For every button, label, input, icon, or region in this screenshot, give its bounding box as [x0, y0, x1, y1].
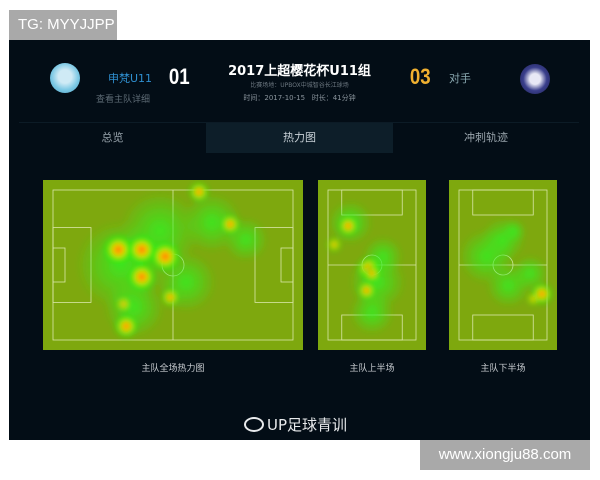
tab-heatmap[interactable]: 热力图: [206, 123, 393, 153]
penalty-box: [472, 189, 534, 216]
home-team-name[interactable]: 申梵U11: [108, 72, 153, 85]
overlay-tag: TG: MYYJJPP: [9, 10, 117, 40]
first-half-heatmap: [318, 180, 426, 350]
heat-spot: [350, 290, 394, 335]
away-team-name: 对手: [449, 72, 471, 85]
second-half-heatmap: [449, 180, 557, 350]
away-score: 03: [409, 64, 431, 89]
home-detail-link[interactable]: 查看主队详细: [96, 95, 151, 105]
match-time: 时间：2017-10-15 时长：41分钟: [243, 94, 356, 102]
heat-spot: [338, 215, 359, 236]
full-match-caption: 主队全场热力图: [141, 364, 205, 374]
heat-spot: [161, 288, 180, 307]
penalty-box: [472, 314, 534, 341]
heat-layer: [458, 217, 553, 308]
match-panel: 申梵U11 查看主队详细 01 2017上超樱花杯U11组 比赛场地：UPBOX…: [9, 40, 590, 440]
second-half-caption: 主队下半场: [480, 364, 526, 374]
dragon-crest-icon: [520, 64, 550, 94]
goal-area: [280, 247, 294, 283]
full-match-heatmap: [43, 180, 303, 350]
heat-spot: [220, 214, 241, 235]
first-half-caption: 主队上半场: [349, 364, 395, 374]
heat-spot: [116, 297, 131, 312]
team-crest-icon[interactable]: [50, 63, 80, 93]
match-venue: 比赛场地：UPBOX中城智谷长江球场: [250, 82, 349, 89]
heat-spot: [149, 240, 182, 273]
heat-spot: [364, 265, 380, 282]
tab-overview[interactable]: 总览: [101, 131, 124, 144]
brand-name: UP足球青训: [267, 416, 348, 434]
home-score: 01: [168, 64, 190, 89]
heat-spot: [126, 261, 157, 292]
brand: UP足球青训: [244, 414, 347, 435]
tab-bar: 总览 热力图 冲刺轨迹: [19, 122, 579, 153]
heat-spot: [114, 314, 139, 339]
watermark: www.xiongju88.com: [420, 440, 590, 470]
weibo-icon: [244, 417, 264, 432]
match-title: 2017上超樱花杯U11组: [228, 64, 371, 79]
heat-spot: [527, 293, 540, 305]
heat-spot: [512, 255, 548, 292]
heat-layer: [327, 200, 406, 335]
tab-sprint-track[interactable]: 冲刺轨迹: [464, 131, 508, 144]
heat-spot: [327, 237, 342, 252]
heat-spot: [102, 233, 135, 266]
heat-spot: [357, 281, 376, 300]
heat-layer: [76, 181, 268, 339]
heat-spot: [501, 219, 526, 243]
heat-spot: [189, 181, 209, 202]
goal-area: [52, 247, 66, 283]
